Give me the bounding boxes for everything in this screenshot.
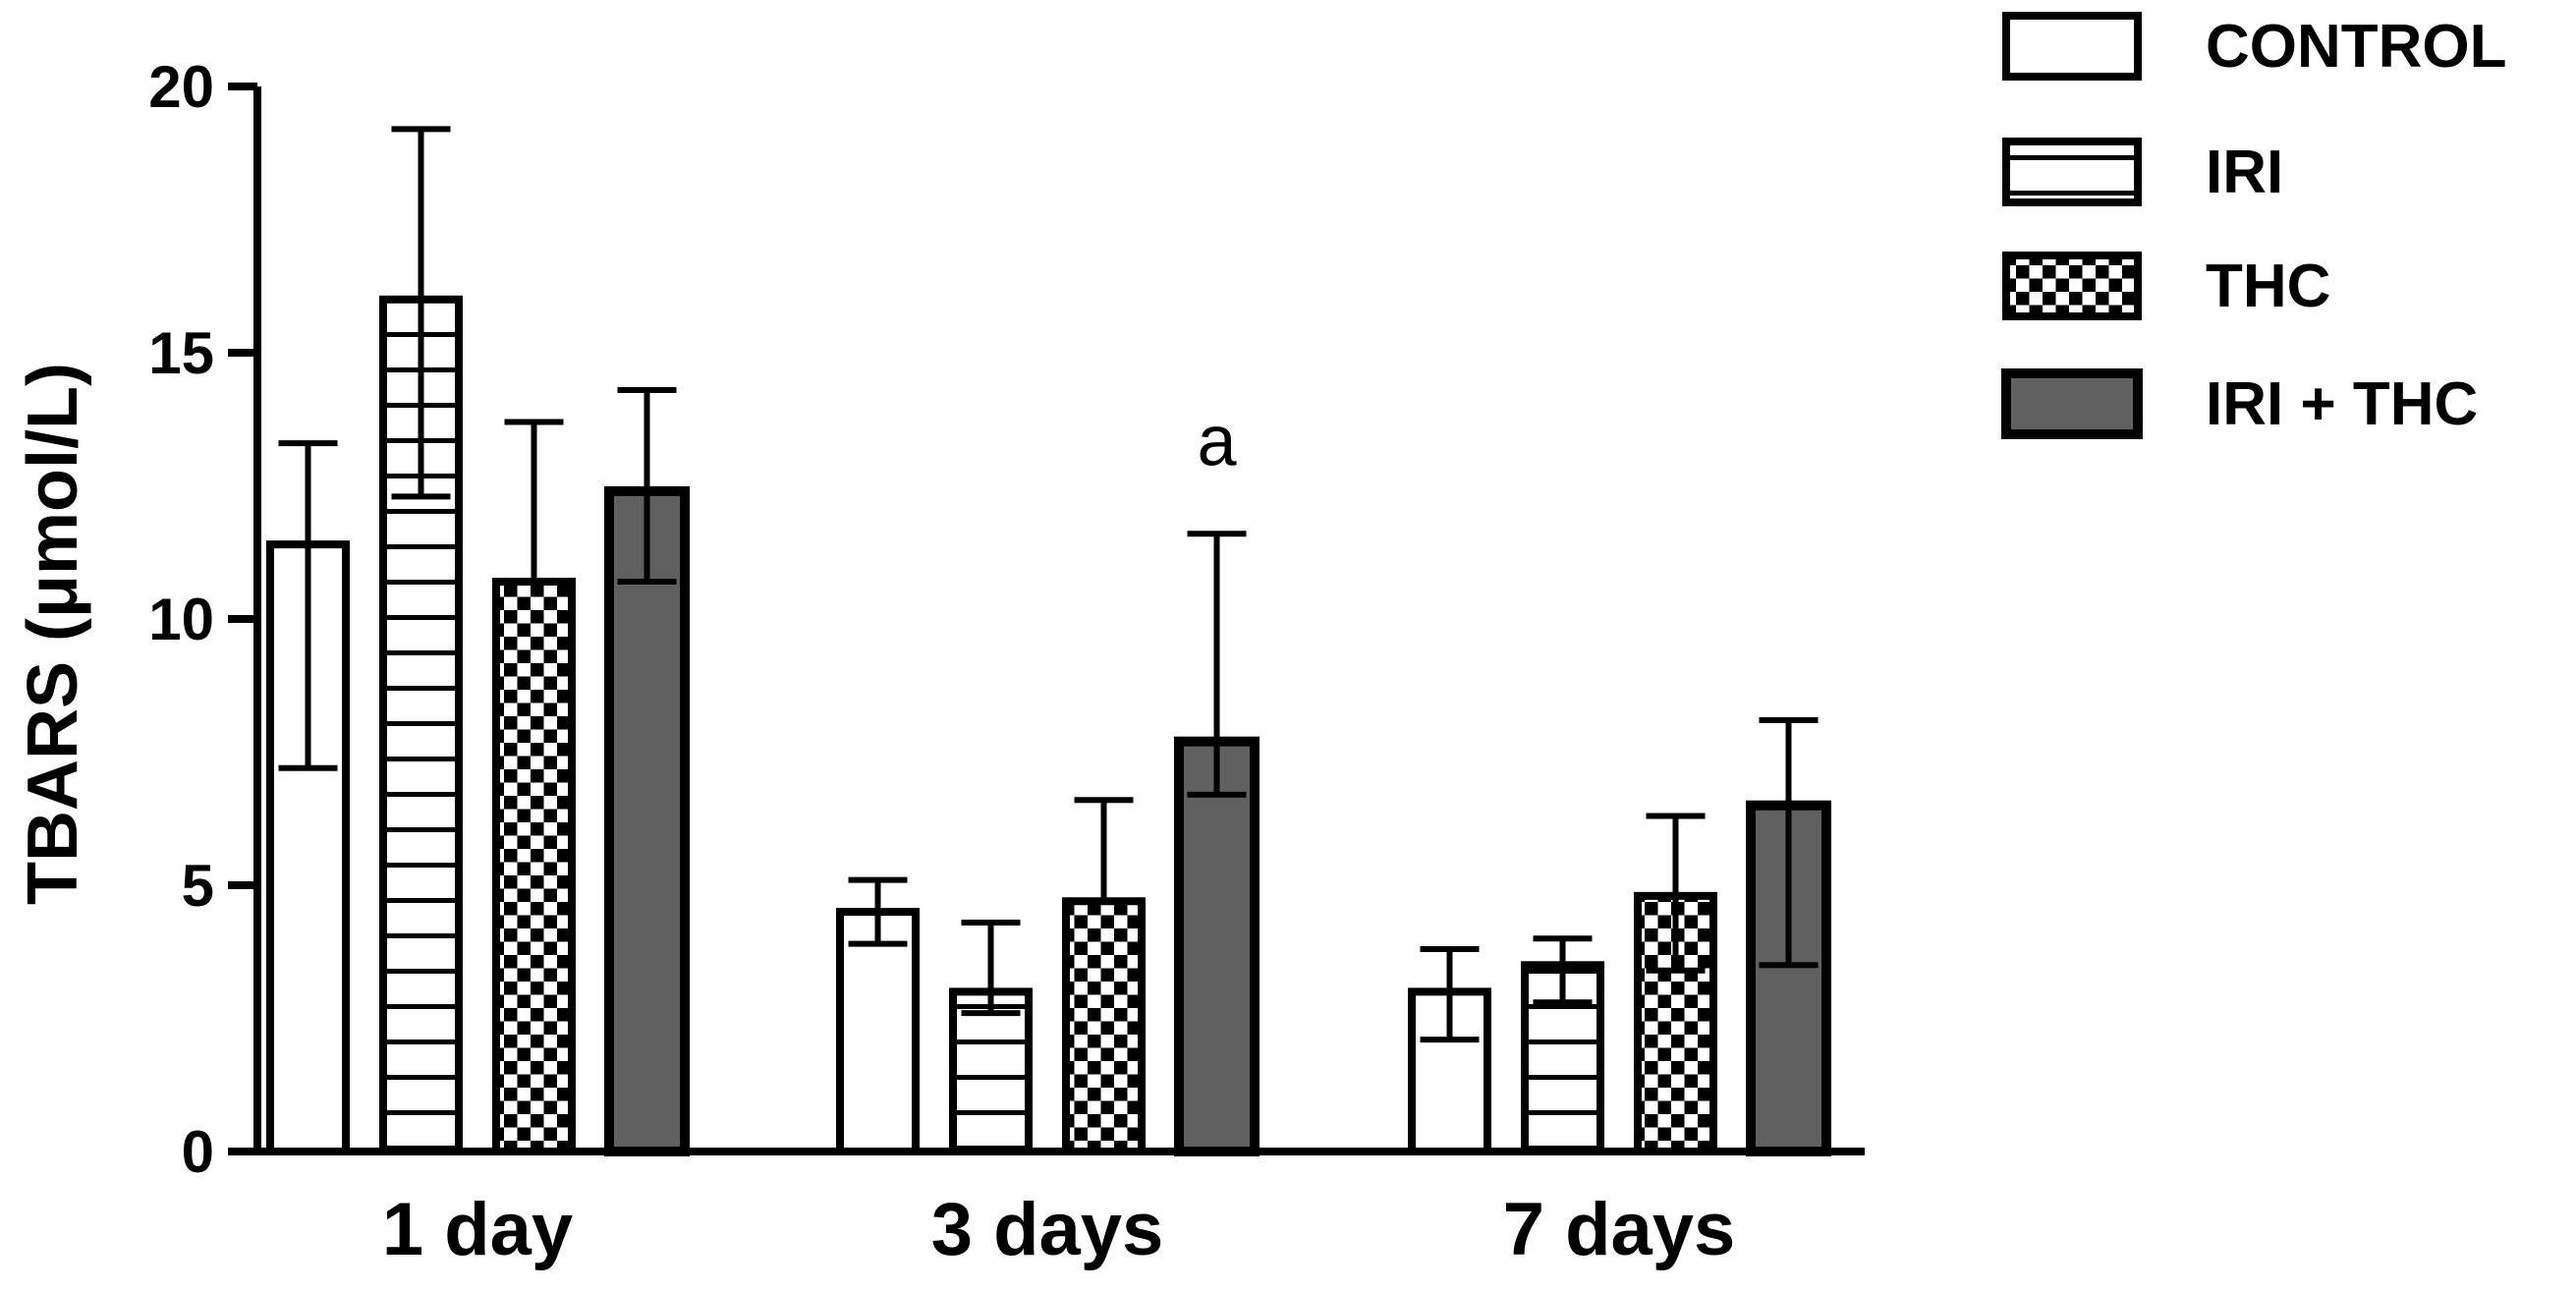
- bars-group: [266, 295, 1831, 1157]
- legend-swatch: [2002, 252, 2142, 320]
- legend-item-thc: THC: [2002, 252, 2330, 320]
- error-bar-iri-thc-7-days: [1759, 716, 1819, 969]
- error-bar-control-1-day: [278, 440, 338, 771]
- y-axis-title: TBARS (μmol/L): [14, 363, 92, 905]
- bar-iri-thc-7-days: [1746, 800, 1831, 1156]
- legend-item-control: CONTROL: [2002, 12, 2507, 81]
- error-bar-control-3-days: [848, 876, 908, 947]
- y-tick-label: 10: [148, 587, 214, 652]
- bar-thc-1-day: [492, 578, 576, 1155]
- bar-iri-thc-1-day: [604, 485, 690, 1157]
- error-bar-thc-3-days: [1074, 797, 1134, 905]
- bar-thc-3-days: [1062, 897, 1146, 1156]
- y-axis: 0 5 10 15 20: [148, 54, 261, 1185]
- error-bar-thc-7-days: [1646, 813, 1706, 974]
- legend: CONTROL IRI THC IRI + THC: [2001, 12, 2507, 439]
- bar-control-3-days: [836, 908, 920, 1155]
- y-tick-label: 15: [148, 320, 214, 386]
- x-tick-label: 3 days: [931, 1188, 1164, 1271]
- legend-item-iri: IRI: [2002, 138, 2283, 206]
- legend-label: IRI + THC: [2206, 370, 2478, 438]
- error-bar-thc-1-day: [504, 419, 564, 586]
- error-bar-iri-3-days: [961, 919, 1021, 1017]
- legend-swatch: [2001, 368, 2143, 439]
- y-tick-label: 20: [148, 54, 214, 120]
- error-bar-iri-thc-3-days: [1187, 531, 1247, 798]
- error-bar-iri-7-days: [1533, 935, 1593, 1006]
- error-bar-iri-1-day: [391, 126, 451, 500]
- y-tick-label: 0: [182, 1119, 214, 1185]
- legend-label: IRI: [2206, 139, 2283, 206]
- annotations-group: a: [1197, 402, 1237, 480]
- legend-label: CONTROL: [2206, 13, 2507, 81]
- y-tick-label: 5: [182, 853, 214, 919]
- error-bar-iri-thc-1-day: [617, 386, 677, 586]
- legend-swatch: [2002, 138, 2142, 206]
- x-tick-label: 1 day: [382, 1188, 573, 1271]
- legend-label: THC: [2206, 253, 2330, 320]
- x-tick-label: 7 days: [1503, 1188, 1736, 1271]
- legend-swatch: [2002, 12, 2142, 81]
- x-axis: 1 day 3 days 7 days: [253, 1148, 1865, 1271]
- error-bar-control-7-days: [1420, 946, 1480, 1043]
- legend-item-iri-thc: IRI + THC: [2001, 368, 2478, 439]
- bar-iri-thc-3-days: [1174, 736, 1260, 1156]
- error-bars-group: [278, 126, 1819, 1043]
- significance-annotation: a: [1197, 402, 1237, 480]
